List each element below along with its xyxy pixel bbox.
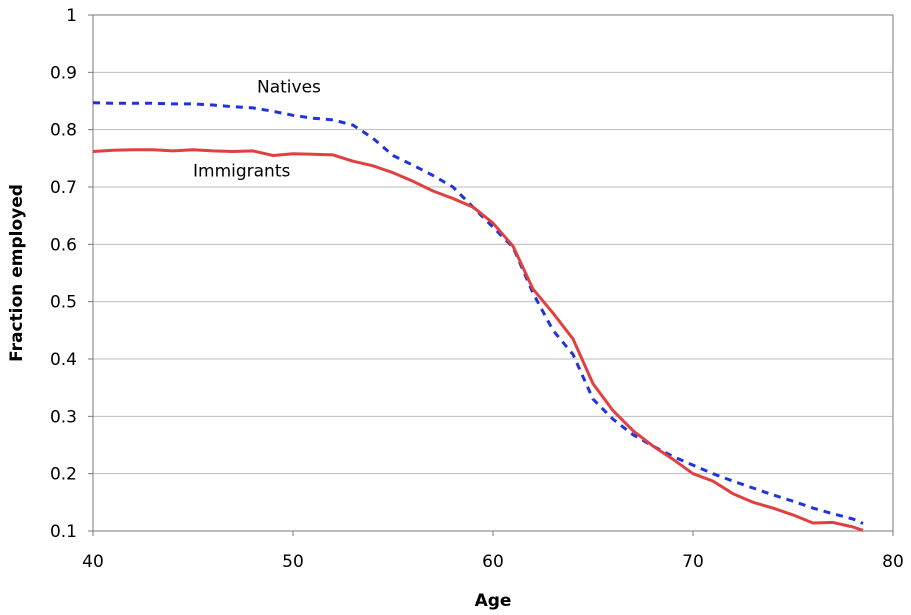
annotation-label: Natives (257, 77, 321, 97)
series-layer (92, 101, 864, 532)
y-tick-label: 0.6 (50, 235, 77, 255)
x-tick-label: 60 (482, 552, 504, 572)
x-tick-label: 50 (282, 552, 304, 572)
y-tick-label: 0.7 (50, 178, 77, 198)
y-tick-label: 0.9 (50, 63, 77, 83)
x-tick-label: 80 (882, 552, 904, 572)
series-line-natives (92, 101, 864, 525)
y-tick-label: 0.4 (50, 350, 77, 370)
x-axis-title: Age (475, 591, 512, 611)
series-line-immigrants (92, 148, 864, 532)
y-tick-label: 0.8 (50, 121, 77, 141)
y-axis-ticks: 0.1 0.2 0.3 0.4 0.5 0.6 0.7 0.8 0.9 1 (50, 6, 93, 542)
y-tick-label: 0.2 (50, 465, 77, 485)
y-tick-label: 0.3 (50, 407, 77, 427)
y-axis-title: Fraction employed (7, 184, 27, 362)
annotation-label: Immigrants (193, 162, 290, 182)
annotations: Natives Immigrants (193, 77, 321, 181)
grid-lines (93, 71, 893, 475)
y-tick-label: 0.5 (50, 293, 77, 313)
plot-area-frame (92, 14, 894, 532)
y-tick-label: 0.1 (50, 522, 77, 542)
x-tick-label: 70 (682, 552, 704, 572)
x-tick-label: 40 (82, 552, 104, 572)
x-axis-ticks: 40 50 60 70 80 (82, 531, 904, 572)
y-tick-label: 1 (66, 6, 77, 26)
